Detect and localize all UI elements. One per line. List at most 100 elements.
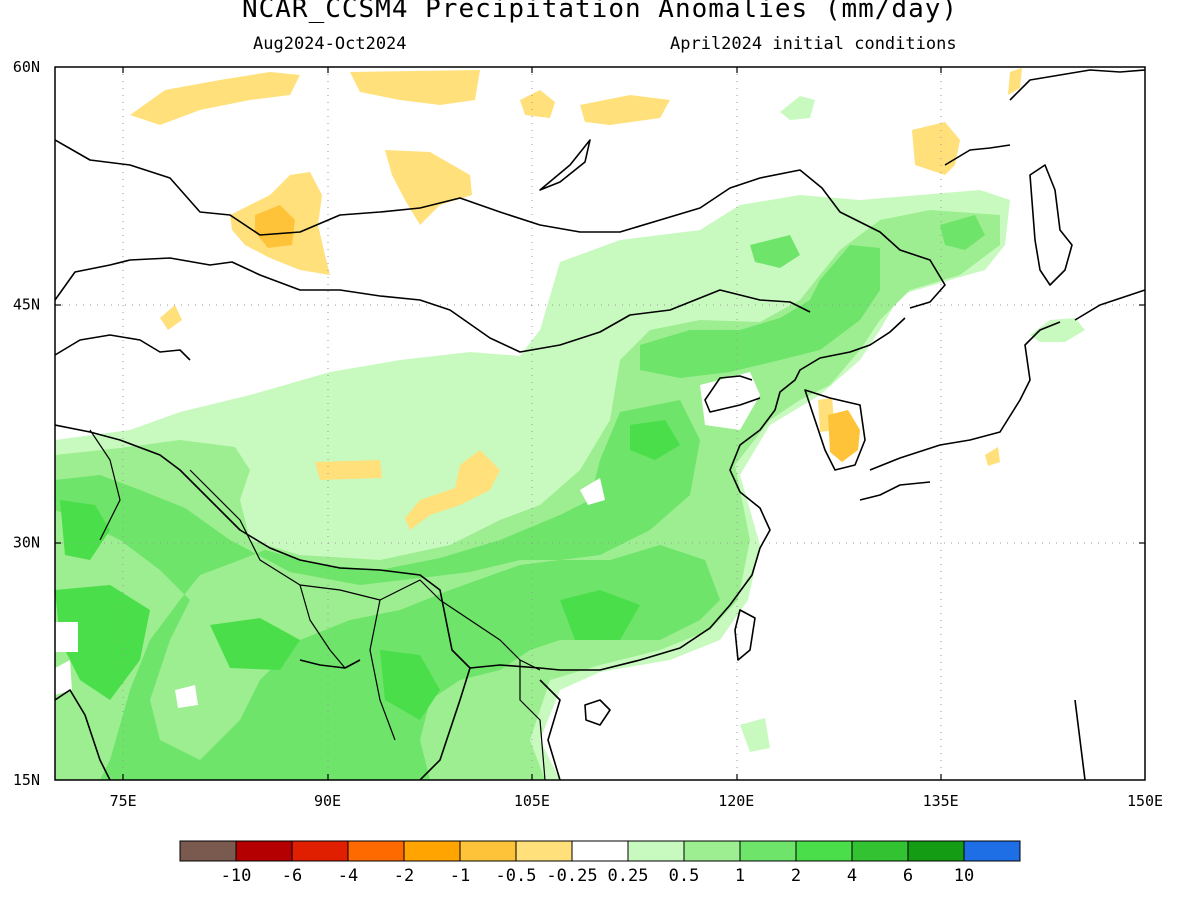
colorbar-swatch xyxy=(739,840,797,862)
coastline xyxy=(1009,69,1145,101)
coastline xyxy=(55,689,111,780)
anomaly-field xyxy=(55,68,1085,780)
anomaly-region xyxy=(380,650,440,720)
coastline xyxy=(539,139,591,191)
colorbar-label: -2 xyxy=(394,866,414,886)
country-border xyxy=(439,599,541,671)
anomaly-region xyxy=(55,622,78,652)
longitude-tick-label: 75E xyxy=(110,792,137,810)
colorbar-swatch xyxy=(907,840,965,862)
longitude-labels: 75E 90E 105E 120E 135E 150E xyxy=(110,792,1163,810)
anomaly-region xyxy=(160,305,182,330)
coastline xyxy=(1074,289,1145,321)
anomaly-region xyxy=(255,205,295,248)
colorbar-label: -1 xyxy=(450,866,470,886)
country-border xyxy=(189,469,441,601)
coastline xyxy=(704,375,761,413)
latitude-labels: 60N 45N 30N 15N xyxy=(13,58,40,789)
colorbar-label: 1 xyxy=(735,866,745,886)
anomaly-region xyxy=(55,585,150,700)
colorbar-swatch xyxy=(627,840,685,862)
anomaly-region xyxy=(740,718,770,752)
anomaly-region xyxy=(350,70,480,105)
coastline xyxy=(1029,164,1073,286)
coastline xyxy=(804,389,866,471)
coastline xyxy=(584,699,611,726)
colorbar-swatch xyxy=(403,840,461,862)
colorbar-label: 4 xyxy=(847,866,857,886)
anomaly-region xyxy=(130,72,300,125)
coastline xyxy=(299,659,361,669)
initial-conditions: April2024 initial conditions xyxy=(670,34,957,54)
anomaly-region xyxy=(985,447,1000,466)
longitude-tick-label: 150E xyxy=(1127,792,1163,810)
anomaly-region xyxy=(912,122,960,175)
colorbar-swatch xyxy=(347,840,405,862)
latitude-tick-label: 30N xyxy=(13,533,40,551)
anomaly-region xyxy=(828,410,860,462)
latitude-tick-label: 45N xyxy=(13,296,40,314)
colorbar-label: 0.25 xyxy=(608,866,649,886)
colorbar-label: -4 xyxy=(338,866,358,886)
coastline xyxy=(419,667,471,780)
anomaly-region xyxy=(940,215,985,250)
coastline xyxy=(869,321,1061,471)
longitude-tick-label: 120E xyxy=(718,792,754,810)
anomaly-region xyxy=(385,150,472,225)
coastline xyxy=(55,139,946,309)
coastline xyxy=(539,679,561,780)
longitude-tick-label: 135E xyxy=(923,792,959,810)
colorbar-swatch xyxy=(963,840,1021,862)
anomaly-region xyxy=(55,660,72,695)
colorbar-label: -0.5 xyxy=(496,866,537,886)
anomaly-region xyxy=(750,235,800,268)
colorbar-label: -0.25 xyxy=(546,866,597,886)
anomaly-region xyxy=(580,478,605,505)
coastline xyxy=(55,317,906,671)
colorbar-swatch xyxy=(515,840,573,862)
tick-marks xyxy=(55,67,1145,780)
colorbar-swatch xyxy=(571,840,629,862)
coastline xyxy=(1074,699,1086,780)
colorbar-swatch xyxy=(795,840,853,862)
colorbar-swatch xyxy=(851,840,909,862)
latitude-tick-label: 60N xyxy=(13,58,40,76)
anomaly-region xyxy=(640,245,880,378)
coastline xyxy=(859,481,931,501)
forecast-period: Aug2024-Oct2024 xyxy=(253,34,407,54)
colorbar-label: -6 xyxy=(282,866,302,886)
anomaly-region xyxy=(1030,318,1085,342)
colorbar-swatch xyxy=(683,840,741,862)
colorbar-swatch xyxy=(459,840,517,862)
coastline xyxy=(55,334,191,361)
anomaly-region xyxy=(780,96,815,120)
colorbar-labels: -10 -6 -4 -2 -1 -0.5 -0.25 0.25 0.5 1 2 4 6 10 xyxy=(221,866,975,886)
colorbar xyxy=(179,840,1021,862)
country-border xyxy=(369,599,396,741)
anomaly-region xyxy=(210,618,300,670)
anomaly-region xyxy=(315,460,382,480)
anomaly-region xyxy=(60,500,110,560)
anomaly-region xyxy=(630,420,680,460)
anomaly-region xyxy=(520,90,555,118)
colorbar-label: -10 xyxy=(221,866,252,886)
longitude-tick-label: 90E xyxy=(314,792,341,810)
colorbar-label: 2 xyxy=(791,866,801,886)
colorbar-swatch xyxy=(179,840,237,862)
coastline xyxy=(55,257,811,353)
coastlines-and-borders xyxy=(55,69,1145,780)
colorbar-label: 6 xyxy=(903,866,913,886)
country-border xyxy=(519,660,546,780)
coastline xyxy=(734,609,756,661)
longitude-tick-label: 105E xyxy=(514,792,550,810)
map-frame xyxy=(54,66,1146,781)
country-border xyxy=(89,429,121,541)
colorbar-swatch xyxy=(235,840,293,862)
colorbar-label: 10 xyxy=(954,866,974,886)
anomaly-region xyxy=(175,685,198,708)
coastline xyxy=(944,144,1011,166)
colorbar-label: 0.5 xyxy=(669,866,700,886)
anomaly-region xyxy=(560,590,640,640)
latitude-tick-label: 15N xyxy=(13,771,40,789)
